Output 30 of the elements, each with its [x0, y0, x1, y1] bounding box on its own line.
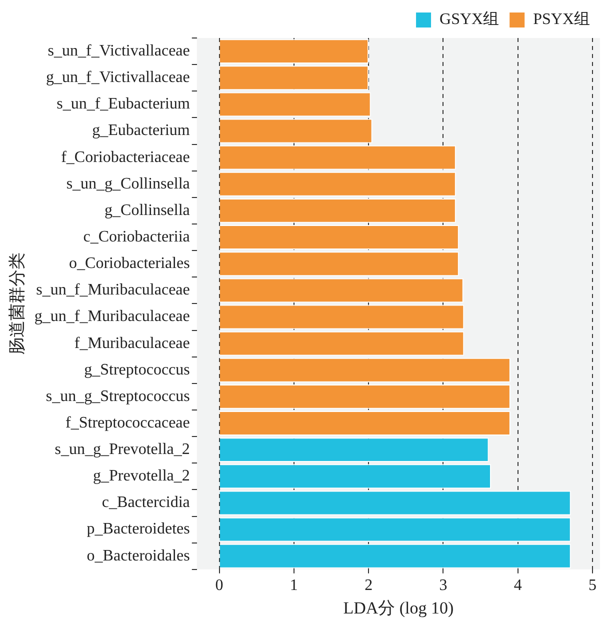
y-tick-label: s_un_f_Muribaculaceae — [36, 282, 190, 299]
y-tick-label: f_Muribaculaceae — [74, 334, 190, 352]
legend-label: GSYX组 — [440, 11, 500, 28]
y-tick-label: c_Bactercidia — [102, 494, 190, 512]
y-tick-label: g_Eubacterium — [92, 122, 190, 140]
x-tick-label: 4 — [514, 577, 522, 594]
y-tick-label: f_Streptococcaceae — [66, 414, 190, 432]
x-tick-label: 1 — [290, 577, 298, 594]
y-tick-label: s_un_g_Collinsella — [66, 175, 190, 192]
y-tick-label: s_un_g_Streptococcus — [46, 388, 190, 405]
x-tick-label: 3 — [439, 577, 448, 594]
y-tick-label: g_Streptococcus — [84, 361, 190, 378]
y-tick-label: s_un_f_Victivallaceae — [48, 42, 190, 60]
x-tick-label: 5 — [588, 577, 597, 594]
y-tick-label: g_Collinsella — [104, 202, 190, 219]
y-tick-label: s_un_g_Prevotella_2 — [54, 441, 190, 458]
y-tick-label: c_Coriobacteriia — [83, 228, 190, 246]
y-tick-label: o_Coriobacteriales — [69, 255, 190, 272]
legend-label: PSYX组 — [533, 11, 590, 28]
y-tick-label: g_un_f_Muribaculaceae — [34, 308, 190, 326]
y-tick-label: f_Coriobacteriaceae — [61, 148, 190, 166]
y-axis-title: 肠道菌群分类 — [8, 252, 27, 355]
x-axis-title: LDA分 (log 10) — [343, 598, 454, 618]
y-tick-label: g_Prevotella_2 — [93, 468, 190, 485]
y-tick-label: o_Bacteroidales — [86, 547, 190, 564]
x-tick-label: 2 — [364, 577, 373, 594]
y-tick-label: p_Bacteroidetes — [86, 520, 190, 538]
y-tick-label: g_un_f_Victivallaceae — [46, 69, 190, 86]
x-tick-label: 0 — [215, 577, 224, 594]
y-tick-label: s_un_f_Eubacterium — [56, 96, 190, 113]
